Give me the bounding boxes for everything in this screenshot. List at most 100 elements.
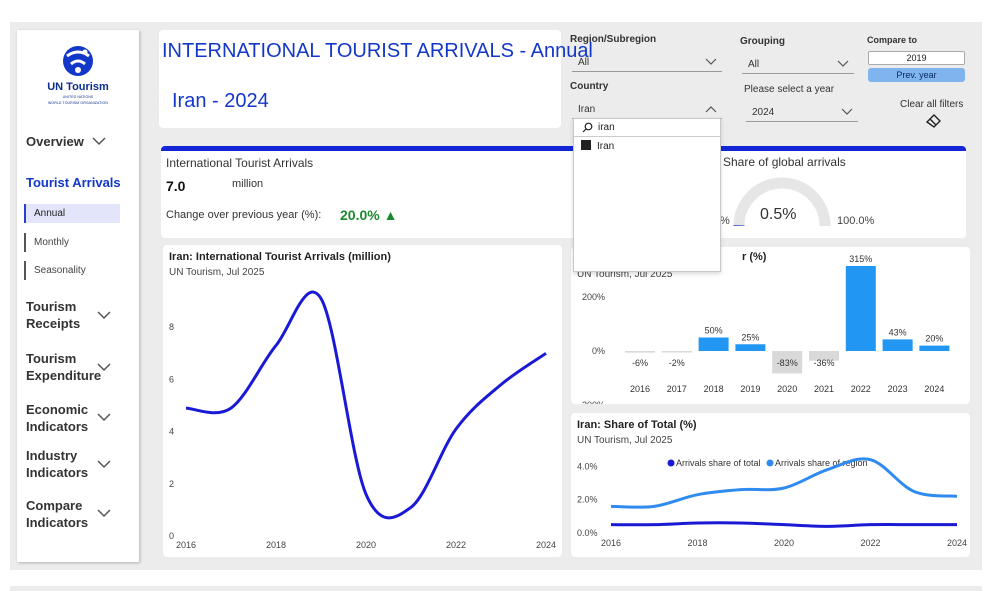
x-tick-label: 2024 [924,384,944,394]
gauge-value: 0.5% [760,206,797,223]
y-tick-label: 0.0% [577,528,598,538]
logo-sub-2: WORLD TOURISM ORGANIZATION [48,101,108,105]
x-tick-label: 2024 [947,538,967,548]
x-tick-label: 2018 [704,384,724,394]
kpi-unit: million [232,178,264,190]
bar-data-label: 25% [741,332,759,342]
chevron-down-icon [837,60,849,67]
kpi-accent-bar [161,146,966,151]
sidebar-item-annual[interactable]: Annual [24,204,120,223]
country-option-iran[interactable]: Iran [581,140,614,152]
bar[interactable] [661,351,692,353]
bar[interactable] [698,337,729,352]
nav-tourist-arrivals-label: Tourist Arrivals [26,175,121,190]
bar[interactable] [809,351,839,361]
arrivals-series-line [185,290,547,520]
x-tick-label: 2017 [667,384,687,394]
nav-compare-indicators[interactable]: Compare Indicators [26,497,88,531]
chevron-down-icon[interactable] [97,310,111,320]
country-option-label: Iran [597,141,615,152]
nav-label-line1: Economic [26,402,89,417]
legend-marker [766,459,774,467]
y-tick-label: 4.0% [577,461,598,471]
x-tick-label: 2016 [630,384,650,394]
x-tick-label: 2016 [601,538,621,548]
chevron-down-icon [841,108,853,115]
grouping-dropdown[interactable]: All [742,55,854,74]
chevron-down-icon[interactable] [97,508,111,518]
chevron-down-icon[interactable] [92,136,106,146]
legend-marker [667,459,675,467]
gauge-max-label: 100.0% [837,215,875,227]
compare-year-input[interactable]: 2019 [868,51,965,65]
y-tick-label: -200% [579,400,605,404]
nav-overview[interactable]: Overview [26,133,84,150]
y-tick-label: 6 [169,374,174,384]
sidebar-item-label: Seasonality [34,265,86,276]
change-chart-card: r (%) UN Tourism, Jul 2025 -200%0%200%40… [571,247,970,404]
bar-data-label: -83% [777,358,798,368]
grouping-label: Grouping [740,36,785,47]
bar[interactable] [625,351,655,353]
share-series-line [610,521,957,528]
sidebar: UN Tourism UNITED NATIONS WORLD TOURISM … [17,30,139,562]
country-search-input[interactable]: iran [598,122,615,133]
region-dropdown[interactable]: All [572,53,722,72]
nav-tourism-receipts[interactable]: Tourism Receipts [26,298,80,332]
checkbox-checked-icon[interactable] [581,140,591,150]
logo-name: UN Tourism [47,81,109,93]
chevron-down-icon[interactable] [97,412,111,422]
bar[interactable] [882,339,913,351]
x-tick-label: 2016 [176,540,196,550]
clear-all-filters-button[interactable]: Clear all filters [900,99,964,110]
chevron-down-icon[interactable] [97,459,111,469]
y-tick-label: 2 [169,479,174,489]
nav-label-line1: Industry [26,448,78,463]
nav-economic-indicators[interactable]: Economic Indicators [26,401,88,435]
x-tick-label: 2020 [777,384,797,394]
share-gauge [733,177,831,227]
logo: UN Tourism UNITED NATIONS WORLD TOURISM … [17,44,139,105]
nav-industry-indicators[interactable]: Industry Indicators [26,447,88,481]
share-chart-title: Iran: Share of Total (%) [577,419,697,431]
x-tick-label: 2020 [774,538,794,548]
country-search-box[interactable]: iran [574,119,720,137]
y-tick-label: 200% [582,292,605,302]
x-tick-label: 2018 [687,538,707,548]
eraser-icon[interactable] [925,111,943,129]
x-tick-label: 2021 [814,384,834,394]
x-tick-label: 2022 [860,538,880,548]
year-dropdown[interactable]: 2024 [746,103,858,122]
country-dropdown[interactable]: Iran [572,100,722,119]
change-bar-chart: -200%0%200%400%-6%2016-2%201750%201825%2… [579,247,950,404]
bar-data-label: -6% [632,358,648,368]
chevron-down-icon [705,58,717,65]
bar-data-label: 315% [849,254,872,264]
nav-label-line2: Indicators [26,419,89,434]
header-card: INTERNATIONAL TOURIST ARRIVALS - Annual … [159,30,593,128]
arrivals-line-chart: 0 2 4 6 8 2016 2018 2020 2022 2024 [169,290,556,550]
nav-label-line2: Indicators [26,515,89,530]
search-icon [582,122,593,133]
bar[interactable] [772,351,803,374]
country-value: Iran [578,104,596,115]
nav-tourist-arrivals[interactable]: Tourist Arrivals [26,174,121,191]
y-tick-label: 8 [169,322,174,332]
nav-label-line2: Receipts [26,316,81,331]
bar[interactable] [919,345,950,351]
y-tick-label: 2.0% [577,495,598,505]
sidebar-item-monthly[interactable]: Monthly [24,233,120,252]
chevron-down-icon[interactable] [97,362,111,372]
nav-label-line1: Tourism [26,299,77,314]
nav-tourism-expenditure[interactable]: Tourism Expenditure [26,350,101,384]
y-tick-label: 0% [592,346,605,356]
arrivals-chart-title: Iran: International Tourist Arrivals (mi… [169,251,391,263]
nav-label-line1: Tourism [26,351,77,366]
x-tick-label: 2022 [446,540,466,550]
page-title: INTERNATIONAL TOURIST ARRIVALS - Annual [162,40,593,62]
sidebar-item-seasonality[interactable]: Seasonality [24,261,120,280]
bar[interactable] [845,265,876,351]
prev-year-button[interactable]: Prev. year [868,68,965,82]
y-tick-label: 0 [169,531,174,541]
bar[interactable] [735,344,766,351]
